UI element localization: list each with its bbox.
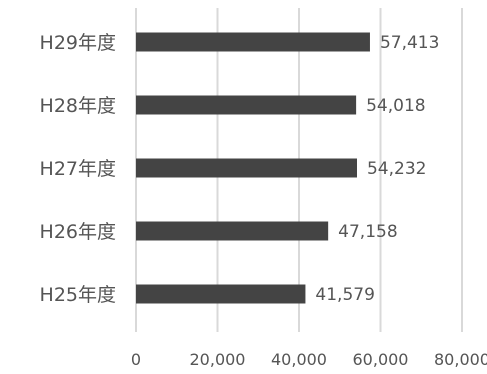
value-labels: 57,413 54,018 54,232 47,158 41,579 [315,33,439,305]
bars [136,32,370,304]
x-tick-label: 20,000 [190,350,246,369]
x-tick-label: 40,000 [271,350,327,369]
category-label: H25年度 [40,284,116,306]
x-tick-label: 60,000 [353,350,409,369]
bar [136,284,306,304]
category-label: H28年度 [40,95,116,117]
bar [136,95,357,115]
x-axis-tick-labels: 0 20,000 40,000 60,000 80,000 [131,350,487,369]
value-label: 54,018 [366,96,425,116]
value-label: 57,413 [380,33,439,53]
value-label: 47,158 [338,222,397,242]
category-label: H27年度 [40,158,116,180]
value-label: 54,232 [367,159,426,179]
bar [136,221,329,241]
category-label: H26年度 [40,221,116,243]
category-label: H29年度 [40,32,116,54]
bar [136,158,357,178]
x-tick-label: 80,000 [434,350,487,369]
category-labels: H29年度 H28年度 H27年度 H26年度 H25年度 [40,32,116,306]
value-label: 41,579 [315,285,374,305]
x-tick-label: 0 [131,350,141,369]
bar [136,32,370,52]
